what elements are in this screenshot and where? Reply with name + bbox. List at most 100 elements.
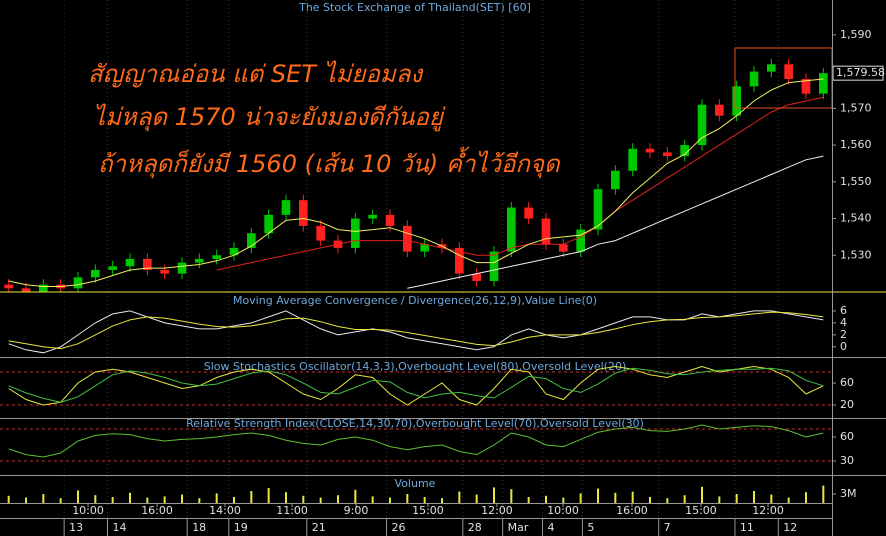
date-label: 7 (664, 521, 671, 534)
candle-body (91, 269, 100, 278)
indicator-line (8, 365, 824, 406)
candle-body (247, 233, 256, 248)
date-label: 28 (468, 521, 482, 534)
candle-body (403, 225, 412, 252)
candle-body (73, 277, 83, 289)
volume-bar (805, 492, 807, 503)
candle-body (455, 247, 464, 274)
volume-bar (735, 494, 738, 503)
panel (0, 424, 832, 462)
volume-bar (475, 494, 478, 503)
candle-body (489, 251, 499, 281)
annotation: สัญญาณอ่อน แต่ SET ไม่ยอมลง (88, 60, 424, 88)
candle-body (316, 225, 325, 241)
candle-body (472, 273, 481, 281)
volume-bar (215, 493, 218, 503)
volume-bar (302, 495, 305, 503)
volume-bar (94, 495, 97, 503)
candle-body (160, 269, 169, 274)
candle-body (663, 152, 672, 157)
candle-body (732, 86, 741, 116)
candle-body (611, 170, 620, 190)
volume-bar (250, 491, 253, 503)
volume-bar (406, 494, 409, 503)
panel-title: Volume (395, 477, 436, 490)
volume-bar (545, 495, 547, 503)
candle-body (420, 244, 429, 252)
date-label: Mar (508, 521, 529, 534)
volume-bar (701, 486, 703, 503)
x-tick-label: 11:00 (276, 504, 308, 517)
candle-body (559, 244, 568, 252)
volume-bar (753, 491, 755, 503)
date-label: 5 (587, 521, 594, 534)
panel (8, 310, 824, 354)
volume-bar (787, 497, 790, 503)
y-tick-label: 0 (840, 340, 847, 353)
y-tick-label: 1,570 (840, 101, 872, 114)
candle-body (801, 78, 811, 94)
volume-bar (493, 487, 495, 503)
date-label: 13 (69, 521, 83, 534)
candle-body (385, 214, 395, 226)
y-tick-label: 4 (840, 316, 847, 329)
y-tick-label: 3M (840, 487, 857, 500)
candle-body (680, 145, 689, 157)
indicator-line (8, 311, 824, 350)
y-tick-label: 1,560 (840, 138, 872, 151)
x-tick-label: 10:00 (547, 504, 579, 517)
date-label: 14 (112, 521, 126, 534)
candle-body (125, 258, 135, 267)
annotation: ถ้าหลุดก็ยังมี 1560 (เส้น 10 วัน) ค้ำไว้… (98, 146, 561, 179)
date-label: 11 (740, 521, 754, 534)
volume-bar (7, 495, 10, 503)
candle-body (351, 218, 360, 248)
volume-bar (822, 485, 825, 503)
volume-bar (458, 491, 461, 503)
candle-body (524, 207, 533, 219)
volume-bar (631, 491, 634, 503)
volume-bar (354, 489, 357, 503)
candle-body (281, 200, 291, 215)
volume-bar (25, 497, 27, 503)
candle-body (143, 258, 152, 270)
volume-bar (527, 497, 530, 503)
volume-bar (267, 488, 270, 503)
indicator-line (216, 96, 824, 271)
volume-bar (111, 497, 114, 503)
panel-title: Slow Stochastics Oscillator(14,3,3),Over… (204, 360, 627, 373)
volume-bar (614, 492, 617, 503)
x-tick-label: 12:00 (481, 504, 513, 517)
y-tick-label: 1,590 (840, 28, 872, 41)
date-label: 19 (234, 521, 248, 534)
x-tick-label: 12:00 (752, 504, 784, 517)
y-tick-label: 60 (840, 430, 854, 443)
y-tick-label: 1,540 (840, 212, 872, 225)
volume-bar (683, 495, 686, 503)
candle-body (4, 284, 13, 289)
candle-body (767, 64, 776, 72)
y-tick-label: 1,550 (840, 175, 872, 188)
x-tick-label: 15:00 (685, 504, 717, 517)
x-tick-label: 16:00 (616, 504, 648, 517)
x-tick-label: 10:00 (72, 504, 104, 517)
y-tick-label: 20 (840, 398, 854, 411)
candle-body (264, 214, 273, 234)
candle-body (749, 71, 759, 87)
candle-body (819, 73, 828, 94)
date-label: 18 (192, 521, 206, 534)
candle-body (195, 258, 204, 263)
volume-bar (198, 498, 201, 503)
date-label: 26 (392, 521, 406, 534)
volume-bar (718, 496, 721, 503)
volume-bar (337, 495, 339, 503)
candle-body (645, 148, 655, 153)
volume-bar (441, 498, 443, 503)
chart-title: The Stock Exchange of Thailand(SET) [60] (298, 1, 531, 14)
y-tick-label: 30 (840, 454, 854, 467)
candle-body (715, 104, 724, 116)
candle-body (39, 284, 48, 292)
y-tick-label: 6 (840, 304, 847, 317)
volume-bar (233, 497, 235, 503)
candle-body (212, 255, 221, 259)
